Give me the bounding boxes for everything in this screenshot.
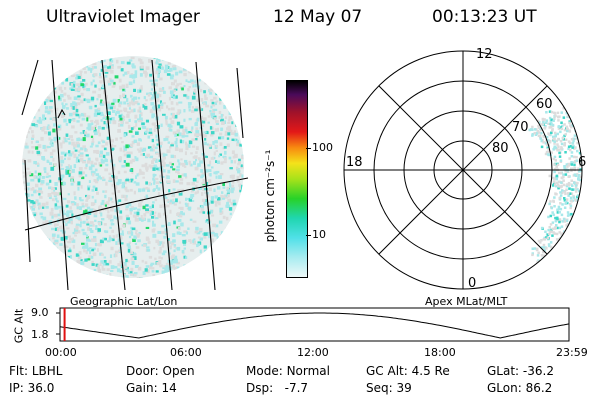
- timeline-xtick-2: 12:00: [297, 346, 329, 359]
- altitude-curve: [59, 312, 570, 339]
- footer-seq: Seq: 39: [366, 381, 412, 395]
- colorbar-tick-10: 10: [312, 228, 326, 241]
- timeline-xtick-1: 06:00: [170, 346, 202, 359]
- date-label: 12 May 07: [273, 7, 363, 27]
- mlt-label-18: 18: [346, 155, 363, 170]
- footer-filter: Flt: LBHL: [9, 364, 63, 378]
- timeline-ytick-low: 1.8: [31, 328, 49, 341]
- footer-mode: Mode: Normal: [246, 364, 330, 378]
- timeline-xtick-3: 18:00: [424, 346, 456, 359]
- timeline-xtick-4: 23:59: [556, 346, 588, 359]
- mlt-label-12: 12: [476, 47, 493, 62]
- colorbar-tick-100: 100: [312, 141, 333, 154]
- footer-gc-alt: GC Alt: 4.5 Re: [366, 364, 450, 378]
- mlat-label-70: 70: [512, 120, 529, 135]
- footer-ip: IP: 36.0: [9, 381, 55, 395]
- footer-door: Door: Open: [126, 364, 195, 378]
- footer-gain: Gain: 14: [126, 381, 177, 395]
- footer-glat: GLat: -36.2: [487, 364, 554, 378]
- app-title: Ultraviolet Imager: [46, 7, 200, 27]
- timeline-ytick-high: 9.0: [31, 306, 49, 319]
- timeline-ylabel: GC Alt: [12, 308, 26, 344]
- colorbar-unit-label: photon cm⁻²s⁻¹: [263, 149, 277, 243]
- left-panel-caption: Geographic Lat/Lon: [70, 295, 178, 308]
- mlat-label-80: 80: [492, 141, 509, 156]
- polar-grid: [343, 50, 583, 290]
- timeline-xtick-0: 00:00: [45, 346, 77, 359]
- mlat-label-60: 60: [536, 97, 553, 112]
- mlt-label-6: 6: [578, 155, 587, 170]
- footer-glon: GLon: 86.2: [487, 381, 553, 395]
- time-label: 00:13:23 UT: [432, 7, 537, 27]
- colorbar: [286, 80, 308, 278]
- latlon-grid-lines: [21, 59, 249, 291]
- mlt-label-0: 0: [468, 276, 477, 291]
- footer-dsp: Dsp: -7.7: [246, 381, 309, 395]
- right-panel-caption: Apex MLat/MLT: [425, 295, 508, 308]
